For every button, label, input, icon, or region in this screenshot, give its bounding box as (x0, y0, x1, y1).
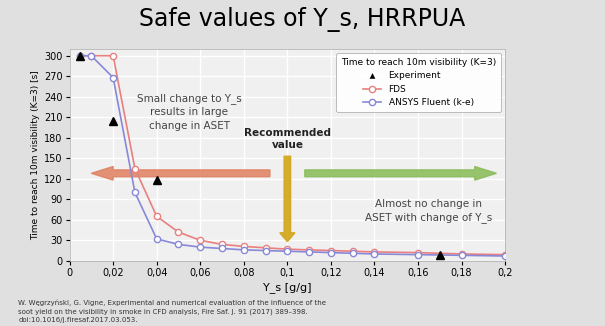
Text: Small change to Y_s
results in large
change in ASET: Small change to Y_s results in large cha… (137, 93, 242, 131)
ANSYS Fluent (k-e) (197, 245, 204, 249)
ANSYS Fluent (k-e) (327, 251, 335, 255)
FDS (349, 249, 356, 253)
ANSYS Fluent (k-e) (77, 54, 84, 58)
Y-axis label: Time to reach 10m visibility (K=3) [s]: Time to reach 10m visibility (K=3) [s] (31, 70, 40, 240)
FDS (240, 244, 247, 248)
FDS (414, 251, 422, 255)
ANSYS Fluent (k-e) (218, 246, 226, 250)
FDS (175, 230, 182, 234)
FDS (218, 243, 226, 246)
Text: Almost no change in
ASET with change of Y_s: Almost no change in ASET with change of … (365, 199, 492, 223)
FDS (327, 249, 335, 253)
ANSYS Fluent (k-e) (175, 243, 182, 246)
Line: FDS: FDS (77, 52, 508, 258)
FDS (371, 250, 378, 254)
Experiment (153, 178, 160, 182)
FancyArrow shape (91, 167, 270, 180)
FDS (131, 167, 139, 170)
Experiment (77, 54, 84, 58)
FDS (77, 54, 84, 58)
ANSYS Fluent (k-e) (414, 253, 422, 257)
FDS (197, 238, 204, 242)
ANSYS Fluent (k-e) (262, 249, 269, 253)
FancyArrow shape (305, 167, 497, 180)
FDS (153, 215, 160, 218)
ANSYS Fluent (k-e) (458, 253, 465, 257)
Line: ANSYS Fluent (k-e): ANSYS Fluent (k-e) (77, 52, 508, 259)
ANSYS Fluent (k-e) (88, 54, 95, 58)
Experiment (110, 119, 117, 123)
ANSYS Fluent (k-e) (131, 190, 139, 194)
Line: Experiment: Experiment (77, 52, 160, 184)
FDS (502, 253, 509, 257)
FDS (458, 252, 465, 256)
ANSYS Fluent (k-e) (240, 248, 247, 252)
ANSYS Fluent (k-e) (153, 237, 160, 241)
Text: Recommended
value: Recommended value (244, 128, 331, 150)
Text: Safe values of Y_s, HRRPUA: Safe values of Y_s, HRRPUA (139, 7, 466, 32)
ANSYS Fluent (k-e) (371, 252, 378, 256)
FancyArrow shape (280, 156, 295, 242)
FDS (110, 54, 117, 58)
FDS (88, 54, 95, 58)
Text: W. Węgrzyński, G. Vigne, Experimental and numerical evaluation of the influence : W. Węgrzyński, G. Vigne, Experimental an… (18, 300, 326, 323)
FDS (284, 247, 291, 251)
ANSYS Fluent (k-e) (284, 249, 291, 253)
ANSYS Fluent (k-e) (306, 250, 313, 254)
FDS (306, 248, 313, 252)
ANSYS Fluent (k-e) (110, 76, 117, 80)
ANSYS Fluent (k-e) (349, 251, 356, 255)
Legend: Experiment, FDS, ANSYS Fluent (k-e): Experiment, FDS, ANSYS Fluent (k-e) (336, 53, 501, 112)
FDS (262, 246, 269, 250)
ANSYS Fluent (k-e) (502, 254, 509, 258)
X-axis label: Y_s [g/g]: Y_s [g/g] (263, 282, 312, 293)
